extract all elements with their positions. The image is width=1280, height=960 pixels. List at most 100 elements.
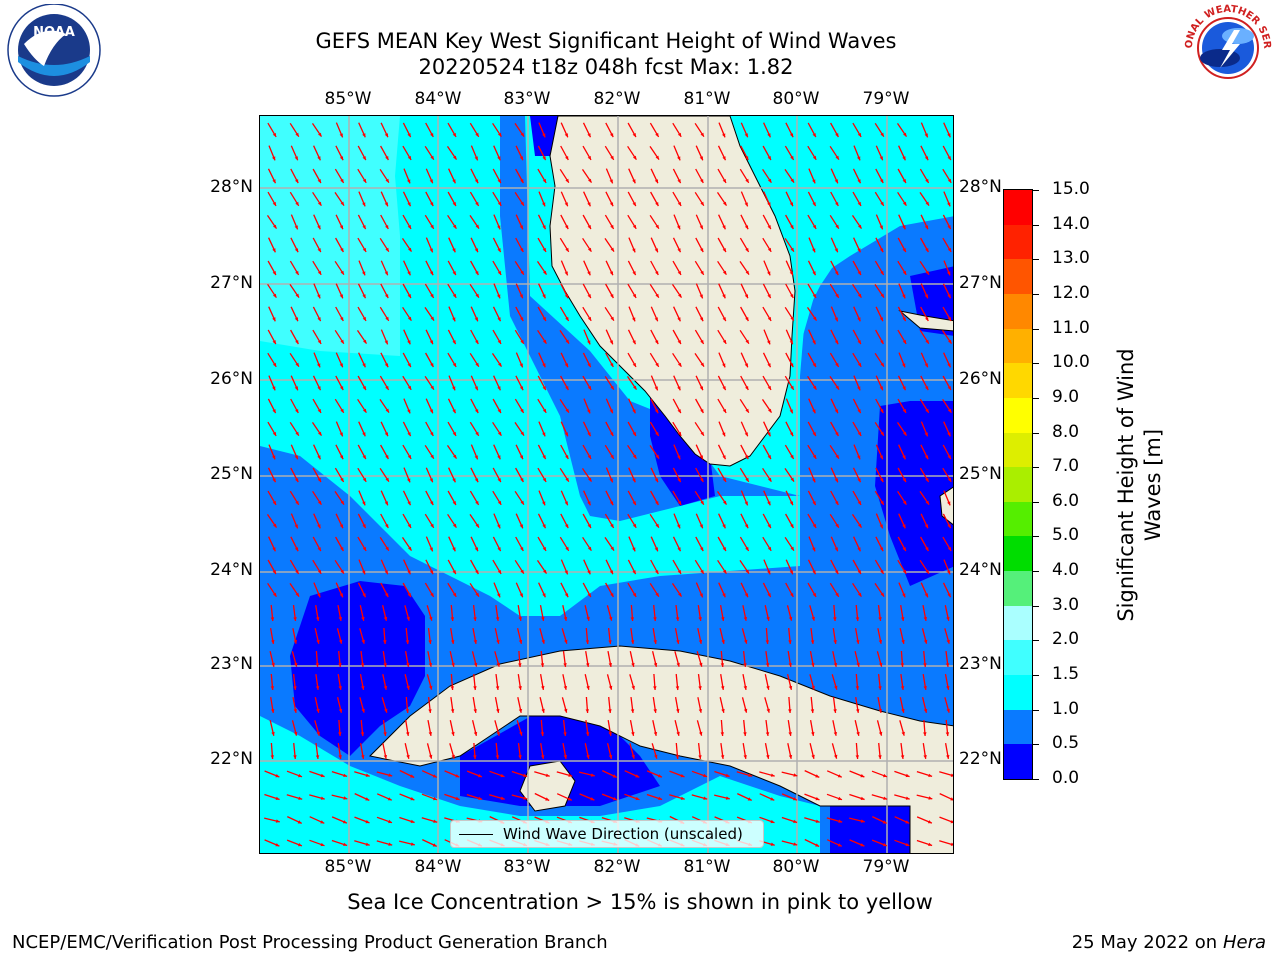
wind-arrow-head (316, 708, 320, 713)
wind-arrow-head (520, 132, 524, 137)
wind-wave-arrows (264, 122, 953, 848)
noaa-logo: NOAA (4, 3, 104, 104)
lon-label-top: 81°W (683, 89, 731, 109)
wind-arrow-head (880, 179, 884, 184)
colorbar-tick (1033, 779, 1039, 780)
colorbar-tick-label: 3.0 (1052, 594, 1080, 615)
map-panel[interactable]: Wind Wave Direction (unscaled) (259, 115, 954, 854)
wind-arrow-head (700, 362, 704, 367)
wind-arrow-head (632, 248, 636, 253)
wind-arrow-head (924, 593, 928, 598)
wind-arrow-head (474, 478, 479, 483)
wind-arrow-head (745, 477, 749, 482)
wind-arrow-head (272, 409, 276, 414)
wind-arrow-head (722, 133, 726, 138)
wind-arrow-head (927, 820, 932, 824)
wind-arrow-head (720, 755, 725, 759)
wind-arrow-head (767, 524, 771, 529)
wind-arrow-head (407, 133, 411, 138)
wind-arrow-head (815, 819, 820, 823)
wind-arrow-head (317, 500, 322, 505)
wind-arrow-head (950, 820, 953, 824)
wind-arrow-head (430, 133, 434, 137)
wind-arrow-head (789, 570, 793, 575)
wind-arrow-head (520, 408, 524, 413)
wind-arrow-head (655, 454, 659, 459)
wind-arrow-head (767, 178, 772, 183)
wind-arrow-head (385, 408, 389, 413)
wind-arrow-head (947, 247, 952, 252)
wind-arrow-head (384, 432, 388, 437)
wind-arrow-head (407, 155, 412, 160)
wind-arrow-head (519, 455, 523, 460)
wind-arrow-head (744, 363, 748, 368)
wind-arrow-head (901, 731, 905, 736)
wind-arrow-head (790, 155, 794, 160)
wind-arrow-head (451, 640, 455, 644)
wind-arrow-head (543, 569, 547, 574)
wind-arrow-head (947, 363, 951, 368)
wind-arrow-head (901, 639, 905, 644)
lat-label-right: 24°N (959, 560, 1002, 580)
wind-arrow-head (293, 686, 297, 690)
wind-arrow-head (950, 773, 953, 777)
wind-arrow-head (653, 686, 657, 690)
wind-arrow-head (272, 547, 276, 552)
colorbar-tick (1033, 467, 1039, 469)
graticule (260, 116, 953, 853)
wind-arrow-head (655, 271, 659, 275)
wind-arrow-head (703, 796, 708, 800)
wind-arrow-head (677, 478, 681, 483)
wind-arrow-head (608, 685, 613, 690)
map-legend: Wind Wave Direction (unscaled) (450, 820, 764, 848)
wind-arrow-head (812, 523, 817, 528)
wind-arrow-head (947, 386, 951, 390)
wind-arrow-head (923, 708, 928, 713)
wind-arrow-head (946, 708, 950, 713)
wind-arrow-head (338, 686, 342, 690)
wind-arrow-head (857, 156, 861, 161)
wind-arrow-head (833, 662, 838, 667)
wind-arrow-head (497, 317, 501, 322)
wind-arrow-head (339, 363, 343, 368)
wind-arrow-head (815, 843, 820, 847)
wind-arrow-head (362, 432, 366, 437)
wind-arrow-head (294, 156, 298, 161)
wind-arrow-head (474, 455, 478, 460)
wind-arrow-head (879, 547, 884, 552)
wind-arrow-head (880, 270, 884, 275)
wind-arrow-head (812, 432, 816, 437)
colorbar-segment (1004, 362, 1032, 398)
wind-arrow-head (743, 617, 748, 621)
wind-arrow-head (405, 709, 410, 713)
chart-title: GEFS MEAN Key West Significant Height of… (315, 29, 897, 53)
wind-arrow-head (677, 340, 681, 344)
wind-arrow-head (272, 478, 276, 483)
wind-arrow-head (365, 842, 370, 846)
lat-label-right: 26°N (959, 369, 1002, 389)
wind-arrow-head (905, 820, 910, 824)
wind-arrow-head (407, 271, 411, 276)
wind-arrow-head (295, 362, 299, 367)
wind-arrow-head (587, 546, 592, 551)
wind-arrow-head (635, 774, 640, 778)
wind-arrow-head (365, 797, 370, 801)
wind-arrow-head (452, 547, 456, 552)
wind-arrow-head (298, 843, 302, 847)
wind-arrow-head (880, 478, 884, 483)
wind-arrow-head (429, 409, 433, 414)
wind-arrow-head (878, 640, 883, 644)
wind-arrow-head (924, 133, 928, 138)
wave-field-east-cyan (770, 116, 953, 376)
wind-arrow-head (610, 523, 614, 528)
wind-arrow-head (295, 569, 299, 574)
wind-arrow-head (519, 294, 523, 299)
wind-arrow-head (790, 546, 794, 551)
wind-arrow-head (430, 155, 434, 160)
wind-arrow-head (677, 225, 681, 230)
wind-arrow-head (497, 248, 501, 253)
wind-arrow-head (452, 386, 456, 391)
wind-arrow-head (812, 385, 817, 390)
wind-arrow-head (880, 409, 884, 413)
wind-arrow-head (633, 385, 637, 390)
